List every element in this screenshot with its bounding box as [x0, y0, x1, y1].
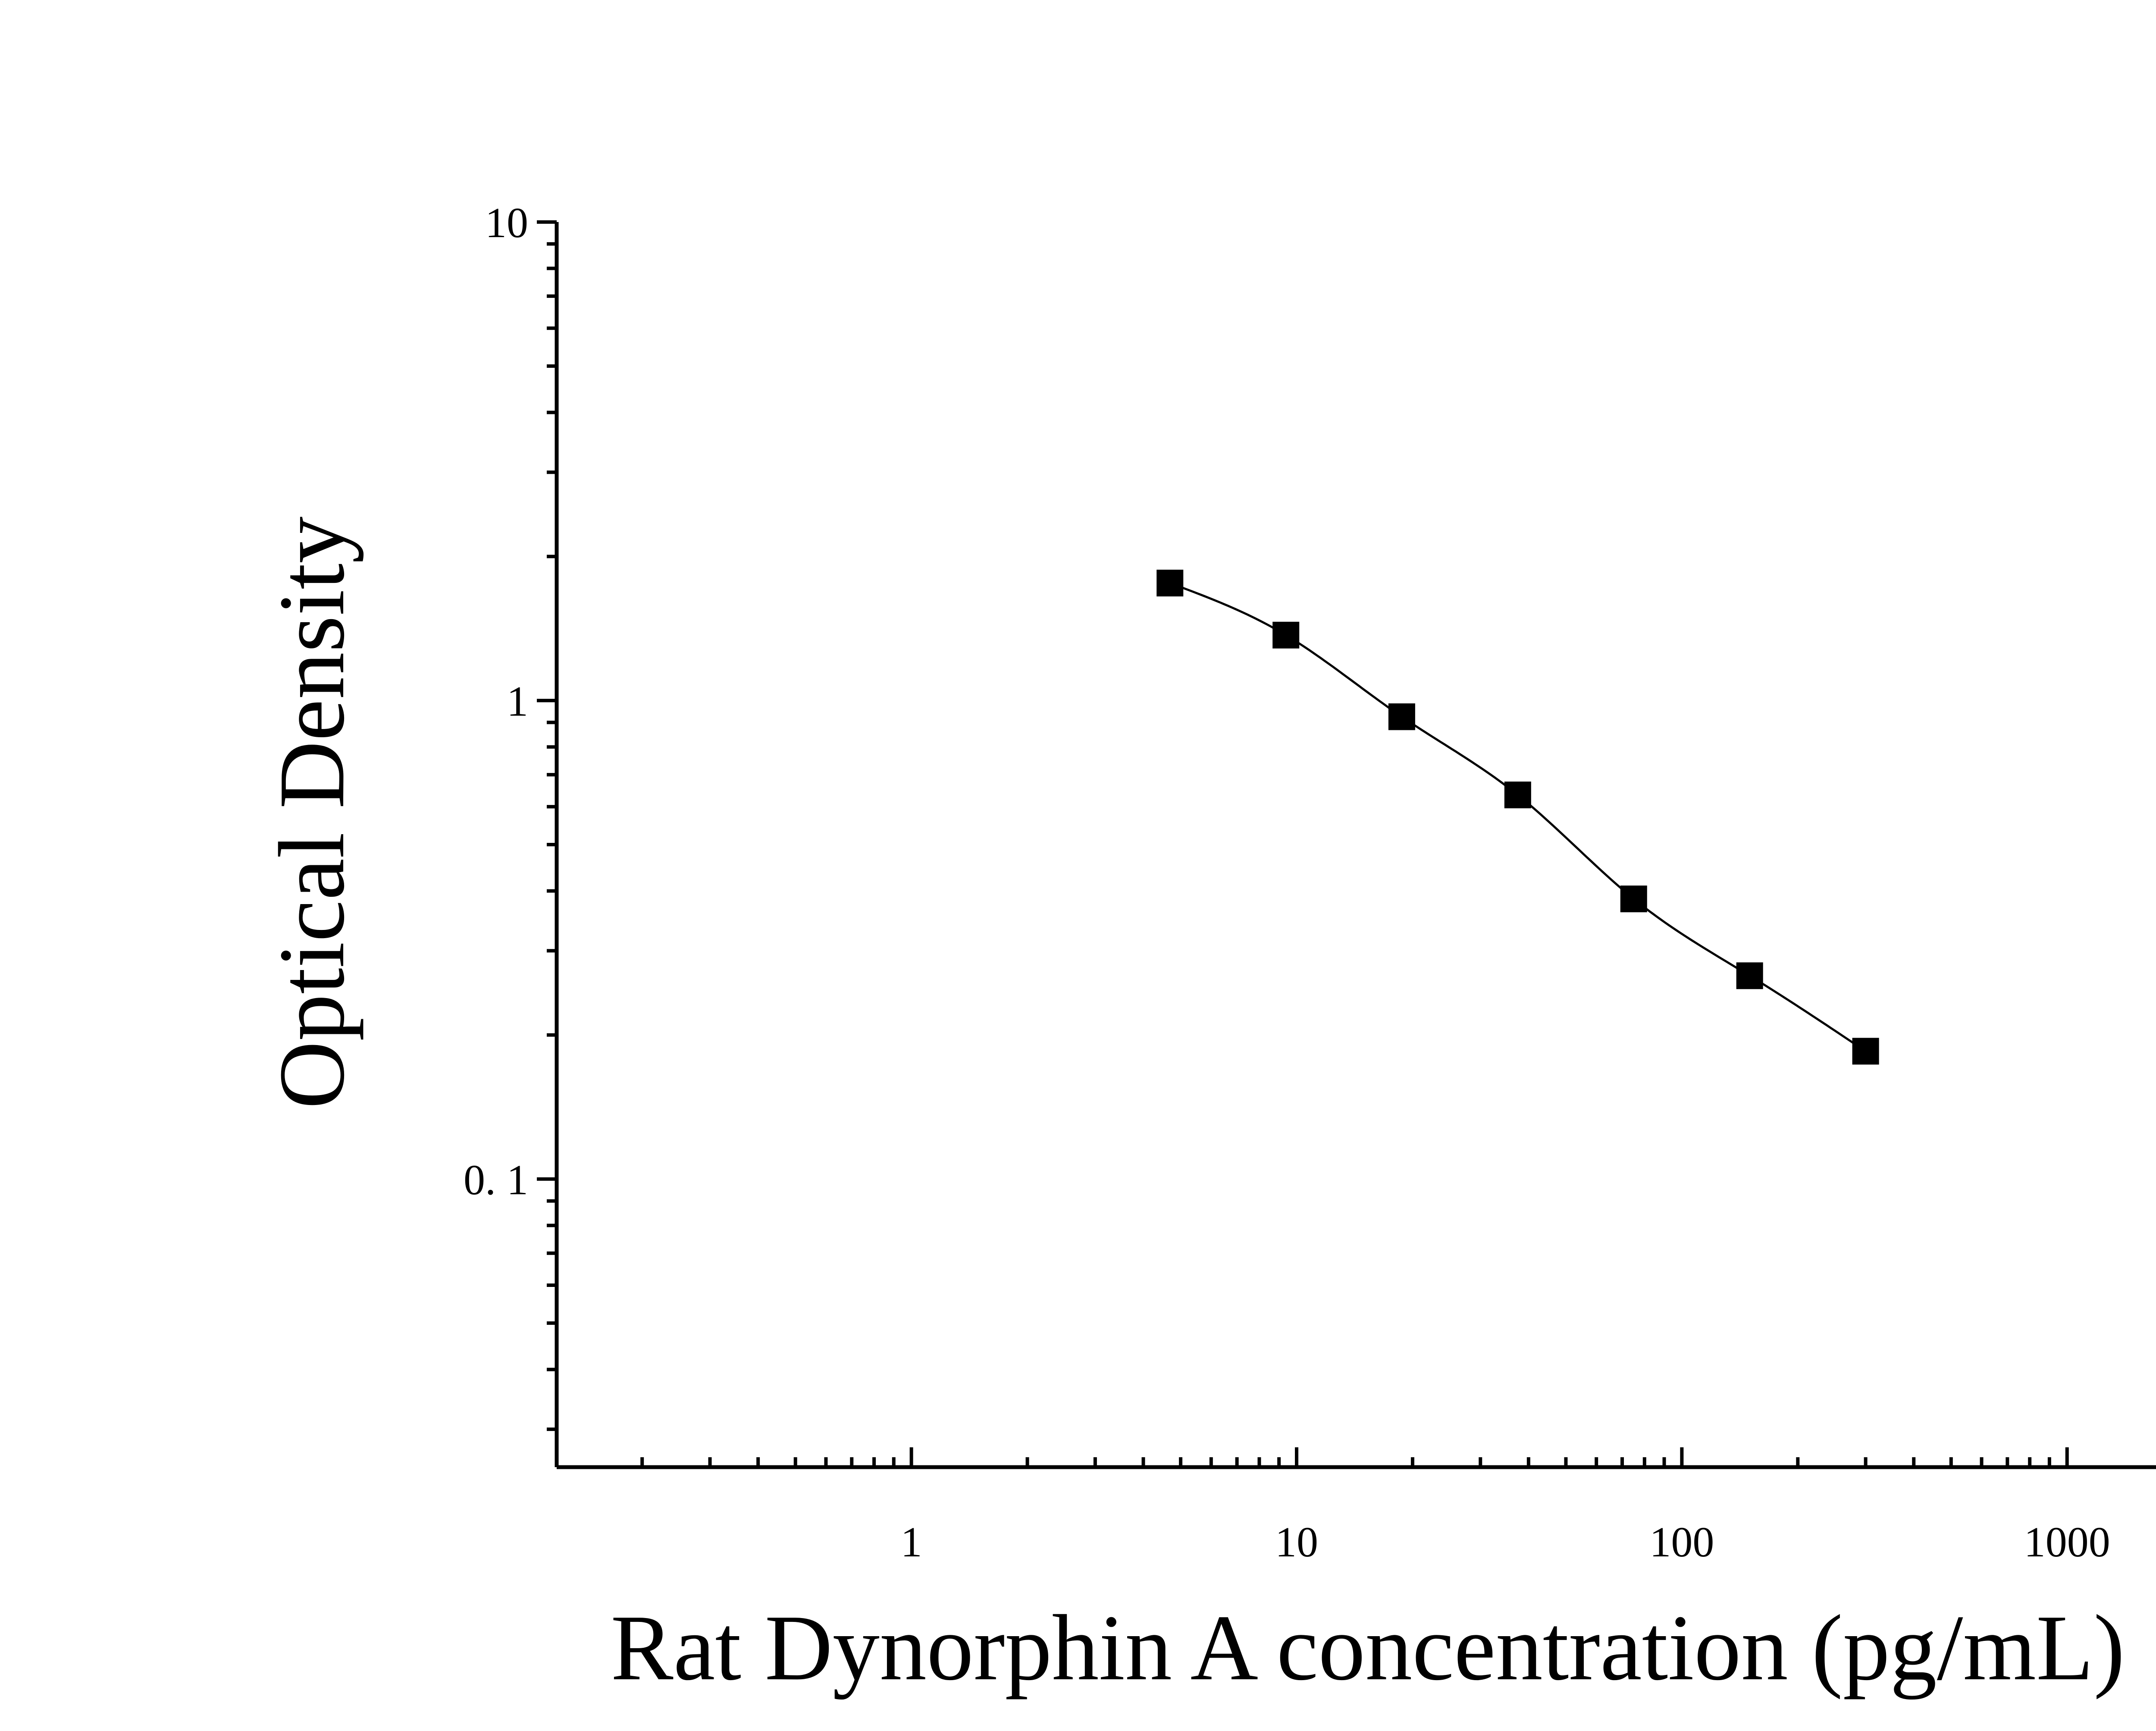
x-tick-label: 1000 — [2024, 1518, 2110, 1566]
y-tick-label: 0. 1 — [464, 1156, 528, 1204]
data-point-marker — [1156, 570, 1184, 597]
x-tick-labels: 1 10 100 1000 — [901, 1518, 2110, 1566]
data-point-marker — [1504, 781, 1531, 808]
y-tick-label: 1 — [507, 677, 528, 725]
y-axis-title: Optical Density — [260, 516, 364, 1109]
x-axis — [557, 1447, 2156, 1469]
y-axis — [537, 220, 559, 1467]
data-point-marker — [1852, 1038, 1879, 1065]
data-points — [1156, 570, 1879, 1065]
x-axis-title: Rat Dynorphin A concentration (pg/mL) — [611, 1596, 2125, 1700]
x-tick-label: 10 — [1275, 1518, 1318, 1566]
y-tick-labels: 0. 1 1 10 — [464, 199, 528, 1204]
y-tick-label: 10 — [485, 199, 528, 247]
data-point-marker — [1620, 885, 1647, 912]
x-tick-label: 1 — [901, 1518, 922, 1566]
data-point-marker — [1272, 622, 1300, 649]
data-point-marker — [1736, 962, 1763, 989]
x-tick-label: 100 — [1649, 1518, 1714, 1566]
data-point-marker — [1388, 703, 1415, 730]
